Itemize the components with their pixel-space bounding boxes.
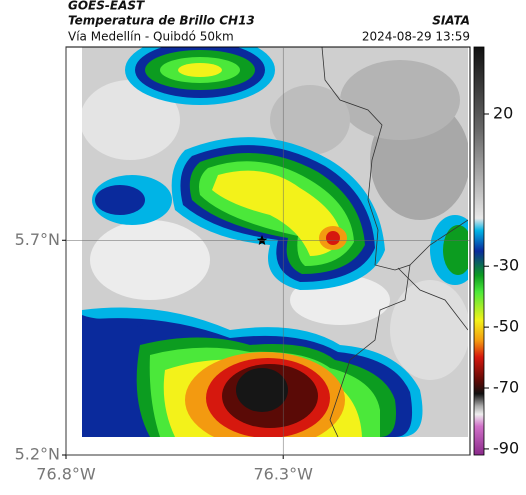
x-tick-label: 76.3°W [253,465,313,484]
colorbar-tick-label: -90 [493,438,519,457]
y-tick-label: 5.2°N [15,445,60,464]
x-tick-label: 76.8°W [36,465,96,484]
route: Vía Medellín - Quibdó 50km [68,30,234,44]
subtitle: Temperatura de Brillo CH13 [68,14,255,28]
colorbar [473,46,485,456]
colorbar-tick-label: -30 [493,256,519,275]
colorbar-tick-label: -70 [493,378,519,397]
y-tick-label: 5.7°N [15,230,60,249]
satellite-image [82,47,468,437]
timestamp: 2024-08-29 13:59 [362,30,470,44]
source: SIATA [432,14,470,28]
title: GOES-EAST [68,0,145,13]
colorbar-tick-label: 20 [493,103,513,122]
colorbar-tick-label: -50 [493,317,519,336]
